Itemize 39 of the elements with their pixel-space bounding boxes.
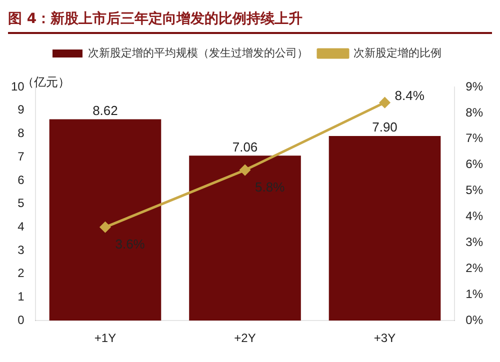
- point: [380, 97, 390, 108]
- legend-label: 次新股定增的比例: [354, 46, 442, 60]
- y-tick-label: 4: [18, 219, 25, 234]
- y-tick-label: 6: [18, 172, 25, 187]
- chart-title: 图 4：新股上市后三年定向增发的比例持续上升: [8, 8, 492, 34]
- y2-tick-label: 4%: [466, 209, 484, 224]
- data-label: 8.4%: [394, 88, 425, 104]
- y2-tick-label: 1%: [466, 286, 484, 301]
- x-tick-label: +3Y: [374, 331, 396, 346]
- data-label: 3.6%: [115, 236, 146, 252]
- y2-tick-label: 6%: [466, 157, 484, 172]
- y2-tick-label: 9%: [466, 79, 484, 94]
- y2-tick-label: 2%: [466, 261, 484, 275]
- y-tick-label: 7: [18, 149, 25, 164]
- bar: [189, 156, 301, 321]
- y-tick-label: 8: [18, 126, 25, 140]
- y-tick-label: 3: [18, 242, 25, 257]
- data-label: 5.8%: [255, 180, 286, 195]
- y2-tick-label: 7%: [466, 131, 484, 146]
- y-tick-label: 2: [18, 266, 25, 280]
- data-label: 8.62: [92, 102, 118, 118]
- data-label: 7.06: [232, 139, 258, 154]
- bar: [328, 136, 441, 321]
- y2-tick-label: 0%: [466, 312, 484, 327]
- x-tick-label: +2Y: [234, 331, 256, 346]
- legend-label: 次新股定增的平均规模（发生过增发的公司）: [88, 46, 308, 60]
- y2-tick-label: 3%: [466, 235, 484, 250]
- y-tick-label: 0: [18, 312, 25, 327]
- x-tick-label: +1Y: [94, 331, 116, 346]
- data-label: 7.90: [372, 120, 398, 135]
- y-tick-label: 1: [18, 290, 25, 304]
- y-tick-label: 9: [18, 102, 25, 117]
- point: [240, 164, 250, 176]
- y-tick-label: 10: [10, 79, 25, 94]
- y-tick-label: 5: [18, 196, 25, 210]
- point: [100, 222, 110, 232]
- y2-tick-label: 5%: [466, 183, 484, 198]
- y2-tick-label: 8%: [466, 105, 484, 120]
- bar: [49, 119, 162, 321]
